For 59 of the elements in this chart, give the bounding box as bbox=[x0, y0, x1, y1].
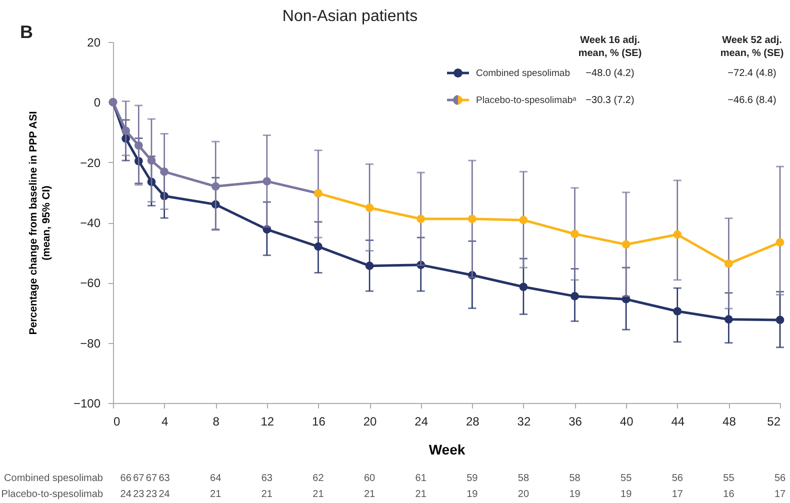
x-tick-label: 52 bbox=[767, 414, 781, 428]
x-tick-label: 28 bbox=[466, 414, 480, 428]
text: 66 67 67 63 64 63 62 60 61 59 58 58 55 56 55 56 bbox=[120, 473, 786, 484]
x-tick-label: 16 bbox=[312, 414, 326, 428]
y-tick-label: −100 bbox=[73, 396, 101, 410]
x-tick-label: 32 bbox=[517, 414, 531, 428]
point bbox=[134, 141, 143, 150]
point bbox=[673, 307, 682, 316]
point bbox=[468, 214, 476, 224]
point bbox=[570, 292, 579, 300]
text: 24 23 23 24 21 21 21 21 21 19 20 19 19 17 16 17 bbox=[120, 489, 786, 500]
x-axis-title: Week bbox=[428, 442, 466, 458]
annotation: −46.6 (8.4) bbox=[728, 95, 776, 106]
text: Combined spesolimab bbox=[4, 473, 104, 484]
legend-label: Combined spesolimab bbox=[476, 68, 570, 79]
point bbox=[416, 214, 426, 224]
point bbox=[570, 230, 579, 238]
point bbox=[314, 242, 322, 251]
x-tick-label: 48 bbox=[722, 414, 736, 428]
x-tick-label: 24 bbox=[414, 414, 428, 428]
x-tick-label: 20 bbox=[363, 414, 378, 428]
x-tick-label: 8 bbox=[212, 414, 220, 428]
point bbox=[519, 216, 528, 224]
point bbox=[622, 240, 630, 249]
point bbox=[365, 262, 374, 270]
annotation: Week 16 adj. mean, % (SE) bbox=[578, 35, 642, 59]
annotation: −48.0 (4.2) bbox=[586, 68, 634, 79]
annotation: Week 52 adj. mean, % (SE) bbox=[720, 35, 784, 59]
x-tick-label: 36 bbox=[568, 414, 582, 428]
point bbox=[365, 204, 374, 212]
point bbox=[262, 177, 272, 186]
point bbox=[724, 260, 733, 268]
chart-title: Non-Asian patients bbox=[282, 8, 418, 25]
y-tick-label: 0 bbox=[94, 96, 101, 110]
x-tick-label: 40 bbox=[620, 414, 634, 428]
legend-label: Placebo-to-spesolimabᵃ bbox=[476, 95, 577, 106]
y-axis-title: Percentage change from baseline in PPP ASI (mean, 95% CI) bbox=[27, 111, 52, 335]
text: Placebo-to-spesolimab bbox=[1, 489, 104, 500]
y-tick-label: 20 bbox=[87, 36, 101, 50]
point bbox=[211, 182, 220, 191]
y-tick-label: −20 bbox=[80, 156, 101, 170]
point bbox=[776, 238, 784, 247]
x-tick-label: 44 bbox=[671, 414, 685, 428]
point bbox=[724, 315, 733, 324]
point bbox=[673, 230, 682, 239]
x-tick-label: 0 bbox=[114, 414, 120, 428]
point bbox=[776, 316, 784, 324]
point bbox=[147, 156, 156, 165]
annotation: −72.4 (4.8) bbox=[728, 68, 776, 79]
y-tick-label: −80 bbox=[80, 336, 101, 350]
y-tick-label: −60 bbox=[80, 276, 101, 290]
point bbox=[519, 282, 528, 292]
point bbox=[122, 126, 130, 135]
annotation: −30.3 (7.2) bbox=[586, 95, 634, 106]
text: B bbox=[20, 22, 33, 42]
point bbox=[160, 167, 168, 176]
y-tick-label: −40 bbox=[80, 216, 101, 230]
x-tick-label: 12 bbox=[260, 414, 274, 428]
x-tick-label: 4 bbox=[161, 414, 168, 428]
